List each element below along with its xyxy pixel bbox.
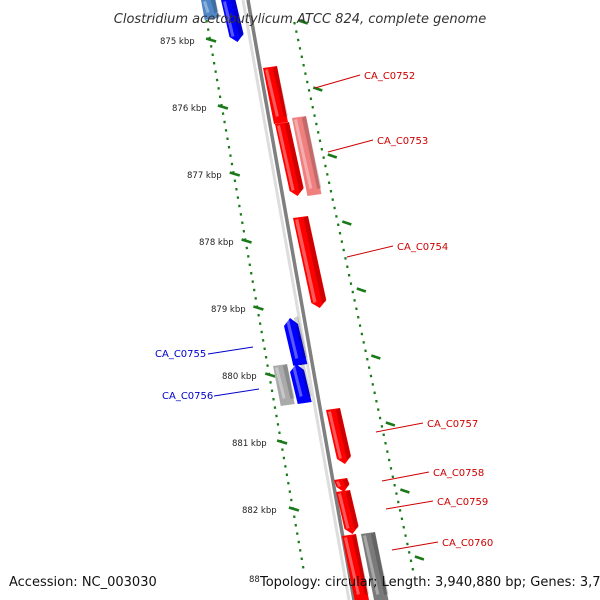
gene-gray-2[interactable] xyxy=(361,532,389,600)
gene-gray-1[interactable] xyxy=(273,364,295,406)
scale-label: 880 kbp xyxy=(222,372,257,382)
gene-ca-c0754[interactable] xyxy=(293,216,327,308)
gene-ca-c0753[interactable] xyxy=(292,116,322,196)
major-tick xyxy=(312,86,323,92)
gene-label-leaders xyxy=(207,74,439,551)
gene-partial-top-2[interactable] xyxy=(221,0,244,42)
outer-tick-track xyxy=(293,19,425,571)
scale-label: 878 kbp xyxy=(199,238,234,248)
major-tick xyxy=(327,153,338,159)
inner-tick-track xyxy=(205,19,305,569)
gene-leader-line xyxy=(327,139,374,153)
major-tick xyxy=(217,104,229,110)
gene-label[interactable]: CA_C0756 xyxy=(162,391,213,402)
scale-label: 876 kbp xyxy=(172,104,207,114)
gene-ca-c0756[interactable] xyxy=(290,362,312,404)
major-tick xyxy=(341,220,352,226)
scale-label-cut: 88 xyxy=(249,575,260,585)
scale-label: 875 kbp xyxy=(160,37,195,47)
major-tick xyxy=(253,305,264,311)
major-tick xyxy=(205,37,217,43)
gene-leader-line xyxy=(375,422,424,433)
gene-label[interactable]: CA_C0753 xyxy=(377,136,428,147)
gene-leader-line xyxy=(346,245,394,258)
gene-ca-c0752[interactable] xyxy=(263,66,288,124)
gene-label[interactable]: CA_C0757 xyxy=(427,419,478,430)
gene-leader-line xyxy=(207,346,254,355)
gene-labels: CA_C0752 CA_C0753 CA_C0754 CA_C0755 CA_C0756… xyxy=(155,71,493,549)
gene-label[interactable]: CA_C0752 xyxy=(364,71,415,82)
major-tick xyxy=(241,238,252,244)
map-title: Clostridium acetobutylicum ATCC 824, com… xyxy=(114,12,486,27)
gene-features xyxy=(201,0,389,600)
scale-labels: 875 kbp 876 kbp 877 kbp 878 kbp 879 kbp 880 k… xyxy=(160,37,277,516)
major-tick xyxy=(229,171,241,177)
major-tick xyxy=(276,439,288,445)
major-tick xyxy=(414,555,425,561)
genome-backbone-shadow xyxy=(241,0,351,600)
gene-leader-line xyxy=(314,74,361,89)
gene-leader-line xyxy=(391,541,439,551)
scale-label: 879 kbp xyxy=(211,305,246,315)
gene-partial-top-1[interactable] xyxy=(201,0,219,20)
gene-ca-c0758[interactable] xyxy=(334,478,350,492)
gene-leader-line xyxy=(385,500,434,510)
gene-ca-c0755[interactable] xyxy=(284,316,308,366)
scale-label: 882 kbp xyxy=(242,506,277,516)
gene-ca-c0753-left[interactable] xyxy=(275,122,304,196)
major-tick xyxy=(356,287,367,293)
major-tick xyxy=(298,19,309,25)
gene-ca-c0760[interactable] xyxy=(342,534,370,600)
gene-ca-c0759[interactable] xyxy=(336,490,359,534)
gene-ca-c0757[interactable] xyxy=(326,408,351,464)
accession-label: Accession: NC_003030 xyxy=(9,575,157,590)
major-tick xyxy=(370,354,381,360)
major-tick xyxy=(288,506,300,512)
scale-label: 877 kbp xyxy=(187,171,222,181)
genome-backbone xyxy=(246,0,356,600)
gene-leader-line xyxy=(213,388,260,397)
gene-label[interactable]: CA_C0759 xyxy=(437,497,488,508)
genome-summary: Topology: circular; Length: 3,940,880 bp… xyxy=(259,575,600,590)
gene-leader-line xyxy=(381,471,430,482)
gene-label[interactable]: CA_C0758 xyxy=(433,468,484,479)
gene-label[interactable]: CA_C0754 xyxy=(397,242,448,253)
gene-label[interactable]: CA_C0760 xyxy=(442,538,493,549)
major-tick xyxy=(385,421,396,427)
gene-label[interactable]: CA_C0755 xyxy=(155,349,206,360)
major-tick xyxy=(264,372,276,378)
major-tick xyxy=(399,488,410,494)
scale-label: 881 kbp xyxy=(232,439,267,449)
